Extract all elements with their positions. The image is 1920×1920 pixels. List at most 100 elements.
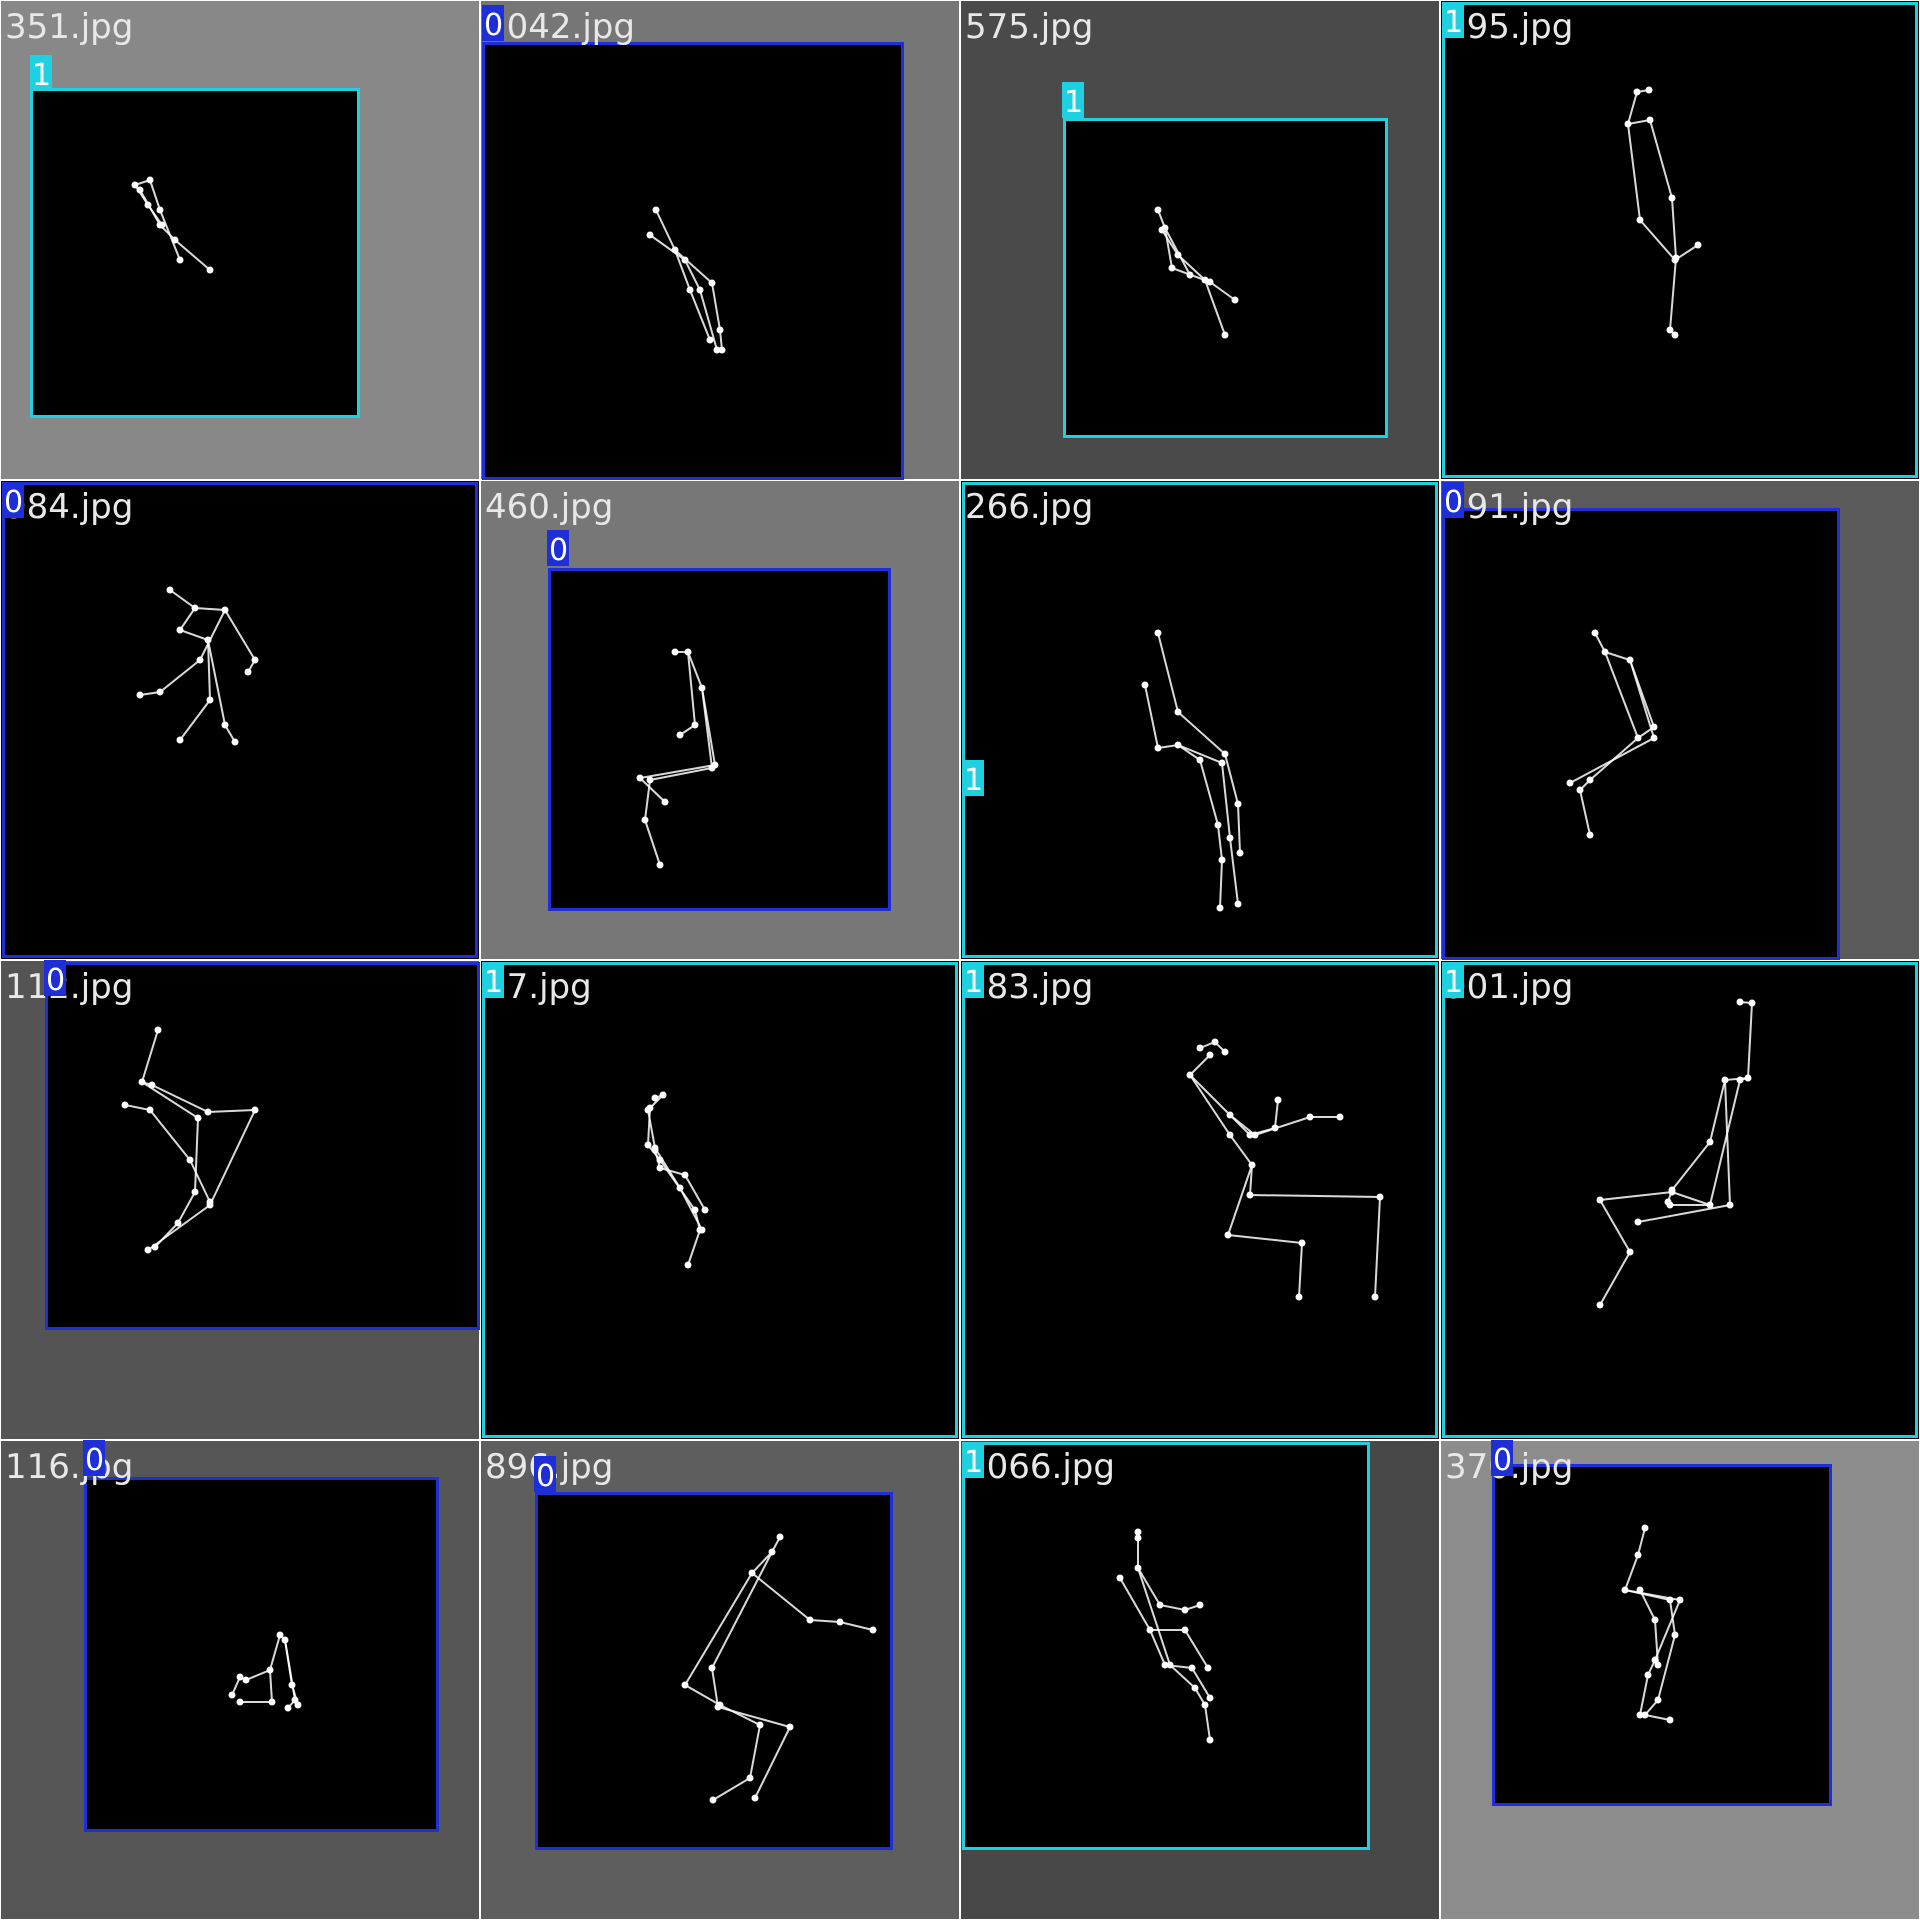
class-label: 0 — [85, 1443, 104, 1478]
mosaic-tile: 575.jpg 1 — [961, 1, 1439, 479]
skeleton-joint — [144, 201, 152, 209]
bounding-box — [1442, 508, 1840, 960]
pose-skeleton — [1141, 629, 1244, 912]
skeleton-joint — [659, 1091, 667, 1099]
skeleton-joint — [1706, 1138, 1714, 1146]
skeleton-joint — [284, 1704, 292, 1712]
mosaic-tile: 266.jpg 1 — [961, 481, 1439, 959]
skeleton-joint — [1201, 1701, 1209, 1709]
tile-filename: 351.jpg — [5, 7, 133, 47]
skeleton-joint — [1218, 759, 1226, 767]
tile-filename: 783.jpg — [965, 967, 1093, 1007]
skeleton-joint — [1186, 271, 1194, 279]
image-region — [535, 1492, 893, 1850]
skeleton-joint — [1206, 1694, 1214, 1702]
skeleton-joint — [1694, 241, 1702, 249]
skeleton-joint — [1668, 1188, 1676, 1196]
image-region — [1063, 118, 1388, 438]
pose-skeleton — [136, 586, 259, 746]
class-label: 1 — [1444, 5, 1463, 40]
skeleton-limb — [1670, 1077, 1749, 1206]
bounding-box — [482, 42, 904, 480]
skeleton-joint — [1221, 750, 1229, 758]
skeleton-joint — [231, 738, 239, 746]
skeleton-joint — [166, 586, 174, 594]
bounding-box — [1063, 118, 1388, 438]
mosaic-tile: 351.jpg 1 — [1, 1, 479, 479]
class-label: 0 — [536, 1459, 555, 1494]
skeleton-limb — [1161, 229, 1226, 336]
class-label: 0 — [549, 533, 568, 568]
skeleton-joint — [1591, 629, 1599, 637]
image-region — [30, 88, 360, 418]
skeleton-limb — [139, 609, 226, 696]
skeleton-limb — [1248, 1164, 1382, 1298]
skeleton-joint — [1224, 1231, 1232, 1239]
class-badge — [2, 482, 24, 518]
skeleton-joint — [228, 1691, 236, 1699]
image-region — [1442, 962, 1918, 1438]
skeleton-joint — [681, 1171, 689, 1179]
skeleton-joint — [1654, 1661, 1662, 1669]
image-region — [84, 1477, 439, 1832]
bounding-box — [30, 88, 360, 418]
image-region — [1442, 508, 1840, 960]
skeleton-joint — [136, 691, 144, 699]
skeleton-joint — [684, 1261, 692, 1269]
skeleton-joint — [1196, 756, 1204, 764]
pose-skeleton — [1566, 629, 1658, 839]
skeleton-joint — [1645, 86, 1653, 94]
skeleton-joint — [221, 721, 229, 729]
pose-skeleton — [644, 1091, 709, 1269]
skeleton-joint — [291, 1696, 299, 1704]
skeleton-joint — [1641, 1524, 1649, 1532]
skeleton-joint — [651, 1146, 659, 1154]
skeleton-joint — [236, 1698, 244, 1706]
image-region — [1492, 1464, 1832, 1806]
skeleton-joint — [268, 1698, 276, 1706]
skeleton-joint — [236, 1673, 244, 1681]
tile-filename: 116.jpg — [5, 1447, 133, 1487]
image-region — [962, 482, 1438, 958]
skeleton-joint — [1298, 1239, 1306, 1247]
tile-filename: 901.jpg — [1445, 967, 1573, 1007]
skeleton-joint — [176, 626, 184, 634]
skeleton-joint — [1166, 1661, 1174, 1669]
skeleton-joint — [121, 1101, 129, 1109]
bounding-box — [482, 962, 958, 1438]
skeleton-joint — [756, 1721, 764, 1729]
skeleton-joint — [1306, 1113, 1314, 1121]
class-badge — [1442, 962, 1464, 998]
skeleton-joint — [1295, 1293, 1303, 1301]
skeleton-joint — [1644, 1671, 1652, 1679]
skeleton-joint — [1371, 1293, 1379, 1301]
skeleton-joint — [636, 774, 644, 782]
skeleton-limb — [675, 651, 716, 766]
skeleton-limb — [1189, 1074, 1304, 1298]
bounding-box — [548, 568, 891, 911]
bounding-box — [84, 1477, 439, 1832]
pose-skeleton — [1596, 998, 1756, 1309]
skeleton-joint — [1214, 821, 1222, 829]
skeleton-limb — [683, 1572, 762, 1801]
skeleton-joint — [1154, 629, 1162, 637]
pose-skeleton — [131, 176, 214, 274]
skeleton-joint — [656, 1164, 664, 1172]
bounding-box — [535, 1492, 893, 1850]
skeleton-joint — [206, 1201, 214, 1209]
skeleton-joint — [716, 326, 724, 334]
tile-filename: 575.jpg — [965, 7, 1093, 47]
skeleton-joint — [681, 256, 689, 264]
image-region — [482, 42, 904, 480]
skeleton-joint — [1671, 331, 1679, 339]
skeleton-joint — [746, 1774, 754, 1782]
skeleton-joint — [242, 1676, 250, 1684]
tile-filename: 1066.jpg — [965, 1447, 1115, 1487]
skeleton-limb — [654, 1149, 706, 1211]
class-badge — [547, 530, 569, 566]
skeleton-joint — [656, 861, 664, 869]
